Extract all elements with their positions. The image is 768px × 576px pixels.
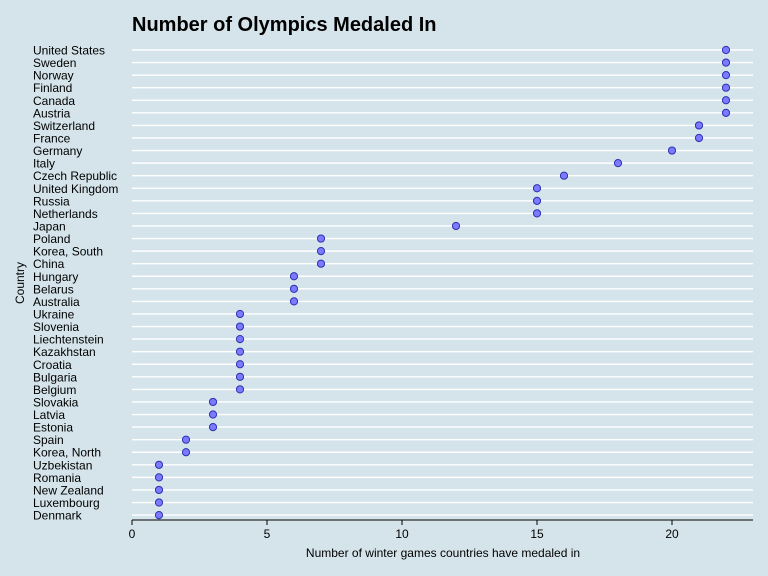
- data-point: [721, 45, 731, 55]
- data-point: [316, 234, 326, 243]
- category-label: New Zealand: [33, 483, 104, 497]
- category-label: Korea, North: [33, 446, 101, 460]
- data-point: [208, 397, 218, 407]
- x-tick-label: 20: [665, 527, 679, 541]
- data-point: [235, 385, 245, 394]
- category-label: Italy: [33, 157, 55, 171]
- data-point: [154, 510, 164, 520]
- data-point: [694, 133, 704, 143]
- data-point: [154, 485, 164, 495]
- category-label: United Kingdom: [33, 182, 118, 196]
- category-label: Belgium: [33, 383, 76, 397]
- category-label: United States: [33, 44, 105, 58]
- data-point: [667, 146, 677, 155]
- category-label: Croatia: [33, 358, 72, 372]
- category-label: France: [33, 131, 71, 145]
- data-point: [181, 435, 191, 444]
- chart-title: Number of Olympics Medaled In: [132, 14, 437, 36]
- data-point: [235, 372, 245, 381]
- data-point: [694, 121, 704, 130]
- category-label: Ukraine: [33, 307, 75, 321]
- data-point: [208, 423, 218, 432]
- category-label: Switzerland: [33, 119, 95, 133]
- data-point: [532, 209, 542, 218]
- category-label: China: [33, 257, 65, 271]
- category-label: Slovakia: [33, 395, 79, 409]
- category-label: Spain: [33, 433, 64, 447]
- x-tick-label: 5: [264, 527, 271, 541]
- category-label: Australia: [33, 295, 80, 309]
- data-point: [154, 460, 164, 469]
- category-label: Liechtenstein: [33, 333, 104, 347]
- category-label: Estonia: [33, 421, 73, 435]
- data-point: [235, 360, 245, 369]
- category-labels: United StatesSwedenNorwayFinlandCanadaAu…: [33, 44, 118, 523]
- y-axis-title: Country: [13, 262, 27, 304]
- data-point: [289, 297, 299, 306]
- category-label: Luxembourg: [33, 496, 100, 510]
- category-label: Bulgaria: [33, 370, 77, 384]
- category-label: Czech Republic: [33, 169, 117, 183]
- x-axis: 0 5 10 15 20: [129, 519, 753, 541]
- category-label: Kazakhstan: [33, 345, 96, 359]
- data-point: [181, 448, 191, 457]
- data-point: [316, 259, 326, 268]
- data-point: [532, 196, 542, 205]
- data-point: [208, 410, 218, 419]
- category-label: Hungary: [33, 270, 78, 284]
- data-point: [154, 498, 164, 507]
- data-point: [721, 58, 731, 67]
- category-label: Belarus: [33, 282, 74, 296]
- category-label: Uzbekistan: [33, 458, 92, 472]
- data-point: [235, 322, 245, 331]
- data-point: [235, 309, 245, 319]
- data-point: [721, 71, 731, 80]
- category-label: Latvia: [33, 408, 65, 422]
- x-axis-title: Number of winter games countries have me…: [306, 546, 580, 560]
- data-point: [721, 96, 731, 105]
- category-label: Slovenia: [33, 320, 79, 334]
- data-point: [316, 247, 326, 256]
- data-point: [532, 184, 542, 193]
- data-point: [559, 171, 569, 180]
- category-label: Austria: [33, 106, 71, 120]
- x-tick-label: 15: [530, 527, 544, 541]
- data-point: [289, 284, 299, 293]
- data-point: [235, 335, 245, 344]
- category-label: Finland: [33, 81, 72, 95]
- category-label: Germany: [33, 144, 82, 158]
- data-point: [721, 83, 731, 92]
- category-label: Norway: [33, 69, 74, 83]
- data-point: [154, 473, 164, 482]
- category-label: Russia: [33, 194, 70, 208]
- grid-layer: [132, 49, 753, 516]
- point-layer: [154, 45, 731, 520]
- category-label: Canada: [33, 94, 75, 108]
- category-label: Denmark: [33, 509, 83, 523]
- data-point: [613, 159, 623, 168]
- category-label: Korea, South: [33, 245, 103, 259]
- category-label: Poland: [33, 232, 70, 246]
- category-label: Japan: [33, 219, 66, 233]
- data-point: [289, 272, 299, 281]
- category-label: Sweden: [33, 56, 76, 70]
- data-point: [721, 108, 731, 117]
- data-point: [235, 347, 245, 356]
- data-point: [451, 221, 461, 231]
- category-label: Netherlands: [33, 207, 98, 221]
- x-tick-label: 10: [395, 527, 409, 541]
- x-tick-label: 0: [129, 527, 136, 541]
- category-label: Romania: [33, 471, 81, 485]
